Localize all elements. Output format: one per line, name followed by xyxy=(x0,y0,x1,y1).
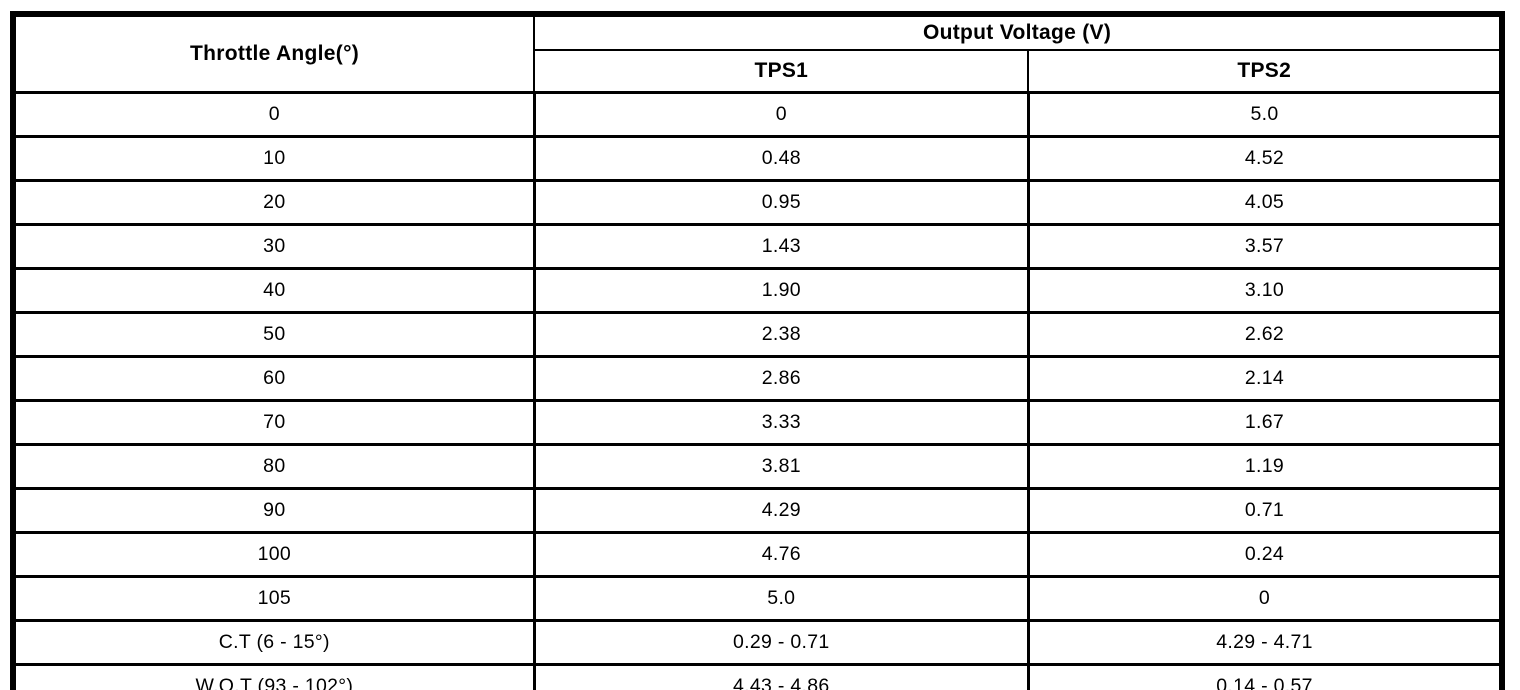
cell-tps2-voltage: 1.19 xyxy=(1026,443,1504,490)
tps-voltage-table: Throttle Angle(°) Output Voltage (V) TPS… xyxy=(10,11,1505,690)
cell-throttle-angle: 20 xyxy=(11,179,536,226)
header-sub-row: TPS1 TPS2 xyxy=(13,49,1503,94)
cell-tps1-voltage: 1.90 xyxy=(532,267,1030,314)
header-output-voltage: Output Voltage (V) xyxy=(533,13,1503,51)
cell-throttle-angle: 60 xyxy=(11,355,536,402)
cell-tps1-voltage: 4.76 xyxy=(532,531,1030,578)
cell-tps2-voltage: 3.57 xyxy=(1026,223,1504,270)
cell-tps1-voltage: 3.81 xyxy=(532,443,1030,490)
cell-throttle-angle: 30 xyxy=(11,223,536,270)
cell-tps2-voltage: 1.67 xyxy=(1026,399,1504,446)
table-header: Throttle Angle(°) Output Voltage (V) TPS… xyxy=(11,13,1503,94)
cell-tps2-voltage: 4.05 xyxy=(1026,179,1504,226)
header-tps1: TPS1 xyxy=(533,49,1030,94)
cell-tps1-voltage: 5.0 xyxy=(532,575,1030,622)
header-throttle-angle: Throttle Angle(°) xyxy=(11,13,536,94)
cell-throttle-angle: 80 xyxy=(11,443,536,490)
table-row: C.T (6 - 15°) 0.29 - 0.71 4.29 - 4.71 xyxy=(11,619,1504,666)
cell-tps2-voltage: 0 xyxy=(1026,575,1504,622)
cell-tps1-voltage: 0.95 xyxy=(532,179,1030,226)
cell-tps1-voltage: 2.86 xyxy=(532,355,1030,402)
cell-tps1-voltage: 0.29 - 0.71 xyxy=(532,619,1030,666)
cell-tps2-voltage: 3.10 xyxy=(1026,267,1504,314)
cell-throttle-angle: 105 xyxy=(11,575,536,622)
cell-throttle-angle: C.T (6 - 15°) xyxy=(11,619,536,666)
cell-throttle-angle: W.O.T (93 - 102°) xyxy=(11,663,536,690)
cell-throttle-angle: 10 xyxy=(11,135,536,182)
table-row: 90 4.29 0.71 xyxy=(11,487,1504,534)
table-row: 70 3.33 1.67 xyxy=(11,399,1504,446)
cell-tps1-voltage: 3.33 xyxy=(532,399,1030,446)
cell-throttle-angle: 70 xyxy=(11,399,536,446)
cell-tps1-voltage: 2.38 xyxy=(532,311,1030,358)
table-row: 50 2.38 2.62 xyxy=(11,311,1504,358)
cell-tps1-voltage: 0 xyxy=(532,91,1030,138)
cell-tps2-voltage: 4.29 - 4.71 xyxy=(1026,619,1504,666)
header-tps2: TPS2 xyxy=(1027,49,1503,94)
cell-tps2-voltage: 0.14 - 0.57 xyxy=(1026,663,1504,690)
cell-tps2-voltage: 2.62 xyxy=(1026,311,1504,358)
cell-tps1-voltage: 0.48 xyxy=(532,135,1030,182)
table-row: 20 0.95 4.05 xyxy=(11,179,1504,226)
table-row: 80 3.81 1.19 xyxy=(11,443,1504,490)
table-row: 0 0 5.0 xyxy=(11,91,1504,138)
cell-tps2-voltage: 2.14 xyxy=(1026,355,1504,402)
table-body: 0 0 5.0 10 0.48 4.52 20 0.95 4.05 30 1.43 3.57 40 1.9… xyxy=(11,91,1504,690)
table-row: 10 0.48 4.52 xyxy=(11,135,1504,182)
cell-tps1-voltage: 1.43 xyxy=(532,223,1030,270)
cell-throttle-angle: 90 xyxy=(11,487,536,534)
cell-tps1-voltage: 4.43 - 4.86 xyxy=(532,663,1030,690)
header-group-row: Throttle Angle(°) Output Voltage (V) xyxy=(11,13,1503,94)
table-row: 30 1.43 3.57 xyxy=(11,223,1504,270)
table-row: 100 4.76 0.24 xyxy=(11,531,1504,578)
cell-throttle-angle: 40 xyxy=(11,267,536,314)
table-row: 40 1.90 3.10 xyxy=(11,267,1504,314)
cell-throttle-angle: 0 xyxy=(11,91,536,138)
cell-throttle-angle: 50 xyxy=(11,311,536,358)
table-row: 60 2.86 2.14 xyxy=(11,355,1504,402)
cell-tps2-voltage: 4.52 xyxy=(1026,135,1504,182)
cell-tps2-voltage: 5.0 xyxy=(1026,91,1504,138)
cell-throttle-angle: 100 xyxy=(11,531,536,578)
cell-tps1-voltage: 4.29 xyxy=(532,487,1030,534)
table-row: 105 5.0 0 xyxy=(11,575,1504,622)
table-row: W.O.T (93 - 102°) 4.43 - 4.86 0.14 - 0.57 xyxy=(11,663,1504,690)
cell-tps2-voltage: 0.24 xyxy=(1026,531,1504,578)
cell-tps2-voltage: 0.71 xyxy=(1026,487,1504,534)
